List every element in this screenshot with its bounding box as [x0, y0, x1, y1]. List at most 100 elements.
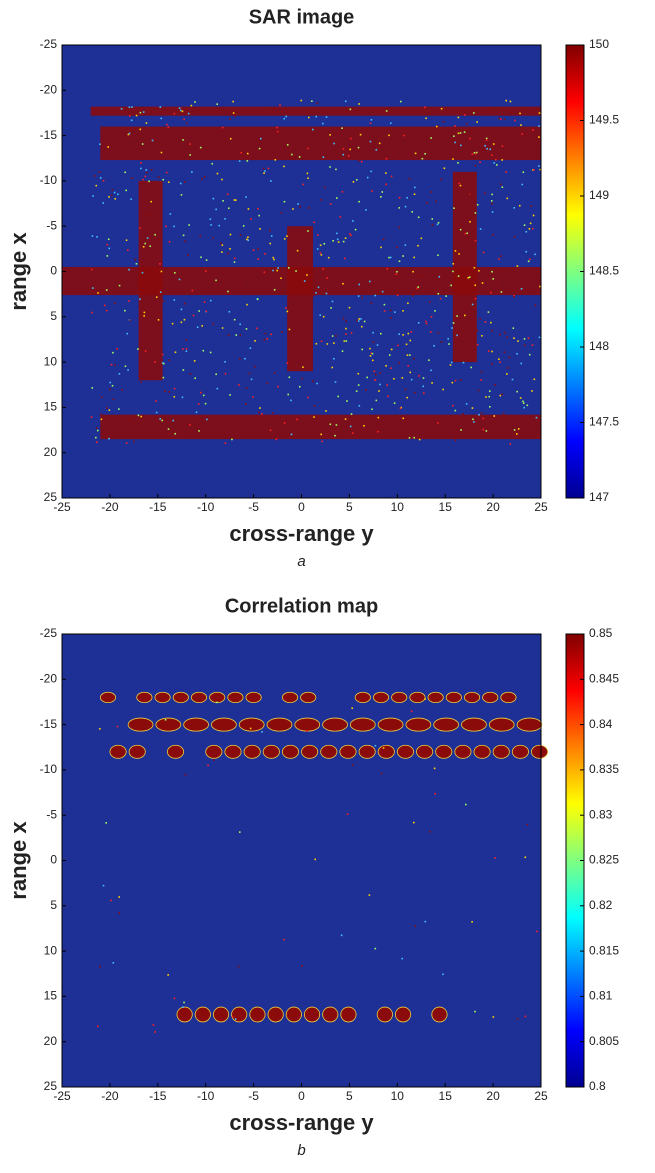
speckle — [283, 422, 286, 424]
speckle — [374, 744, 377, 747]
speckle — [494, 857, 496, 859]
speckle — [442, 388, 444, 391]
speckle — [146, 237, 149, 239]
speckle — [246, 160, 249, 162]
x-tick-label: -5 — [248, 500, 259, 514]
speckle — [108, 196, 110, 198]
speckle — [292, 208, 294, 210]
speckle — [250, 378, 253, 381]
speckle — [159, 263, 161, 265]
speckle — [144, 175, 147, 178]
caption: b — [297, 1142, 305, 1159]
speckle — [202, 394, 205, 397]
speckle — [472, 112, 475, 114]
speckle — [173, 299, 176, 301]
speckle — [425, 322, 428, 325]
speckle — [258, 214, 260, 217]
speckle — [522, 402, 525, 404]
speckle — [194, 101, 196, 103]
speckle — [433, 767, 436, 770]
speckle — [403, 134, 405, 137]
speckle — [264, 170, 266, 172]
speckle — [183, 1001, 185, 1004]
speckle — [453, 135, 455, 137]
speckle — [216, 103, 218, 105]
speckle — [108, 409, 111, 411]
speckle — [124, 365, 127, 368]
speckle — [287, 393, 290, 396]
y-tick-label: 10 — [44, 354, 58, 368]
speckle — [388, 134, 390, 137]
speckle — [405, 343, 408, 346]
speckle — [481, 282, 484, 284]
hot-blob — [136, 691, 153, 703]
speckle — [469, 334, 472, 337]
speckle — [352, 181, 355, 183]
speckle — [182, 1006, 184, 1008]
speckle — [281, 331, 283, 333]
speckle — [471, 251, 474, 254]
speckle — [531, 227, 534, 230]
speckle — [118, 408, 120, 410]
speckle — [240, 151, 242, 154]
speckle — [259, 407, 261, 409]
speckle — [351, 707, 354, 710]
y-tick-label: 5 — [50, 898, 57, 912]
speckle — [495, 158, 497, 161]
y-tick-label: 15 — [44, 400, 58, 414]
speckle — [93, 175, 96, 177]
hot-blob — [340, 1006, 357, 1023]
speckle — [205, 259, 208, 261]
speckle — [530, 205, 532, 207]
speckle — [485, 137, 488, 140]
speckle — [375, 399, 378, 402]
speckle — [285, 307, 287, 309]
speckle — [487, 350, 490, 352]
speckle — [347, 154, 350, 157]
speckle — [538, 136, 540, 138]
x-tick-label: -10 — [197, 1089, 215, 1103]
speckle — [245, 196, 247, 198]
speckle — [459, 184, 462, 187]
speckle — [343, 340, 346, 342]
speckle — [431, 382, 433, 384]
speckle — [369, 347, 371, 350]
speckle — [477, 389, 480, 392]
hot-blob — [416, 744, 434, 759]
speckle — [361, 348, 363, 351]
speckle — [106, 255, 109, 257]
x-tick-label: -10 — [197, 500, 215, 514]
speckle — [357, 295, 360, 297]
speckle — [408, 178, 411, 180]
speckle — [454, 409, 457, 412]
speckle — [456, 303, 458, 305]
speckle — [107, 146, 110, 148]
speckle — [247, 208, 250, 210]
speckle — [523, 344, 526, 346]
speckle — [464, 232, 467, 235]
speckle — [323, 273, 325, 275]
speckle — [272, 256, 275, 259]
speckle — [331, 300, 334, 303]
hot-blob — [127, 717, 154, 732]
speckle — [164, 718, 167, 721]
x-tick-label: -25 — [53, 500, 71, 514]
speckle — [128, 115, 131, 117]
speckle — [344, 237, 347, 240]
hot-blob — [394, 1006, 412, 1023]
speckle — [389, 122, 392, 124]
speckle — [513, 295, 515, 298]
speckle — [462, 413, 464, 415]
speckle — [142, 311, 144, 314]
speckle — [154, 233, 156, 236]
speckle — [515, 433, 518, 435]
speckle — [506, 336, 509, 338]
speckle — [414, 925, 417, 928]
x-tick-label: 15 — [439, 1089, 453, 1103]
speckle — [209, 299, 212, 302]
speckle — [109, 388, 111, 391]
speckle — [505, 99, 507, 102]
speckle — [398, 196, 401, 199]
speckle — [359, 133, 362, 136]
speckle — [197, 403, 200, 405]
